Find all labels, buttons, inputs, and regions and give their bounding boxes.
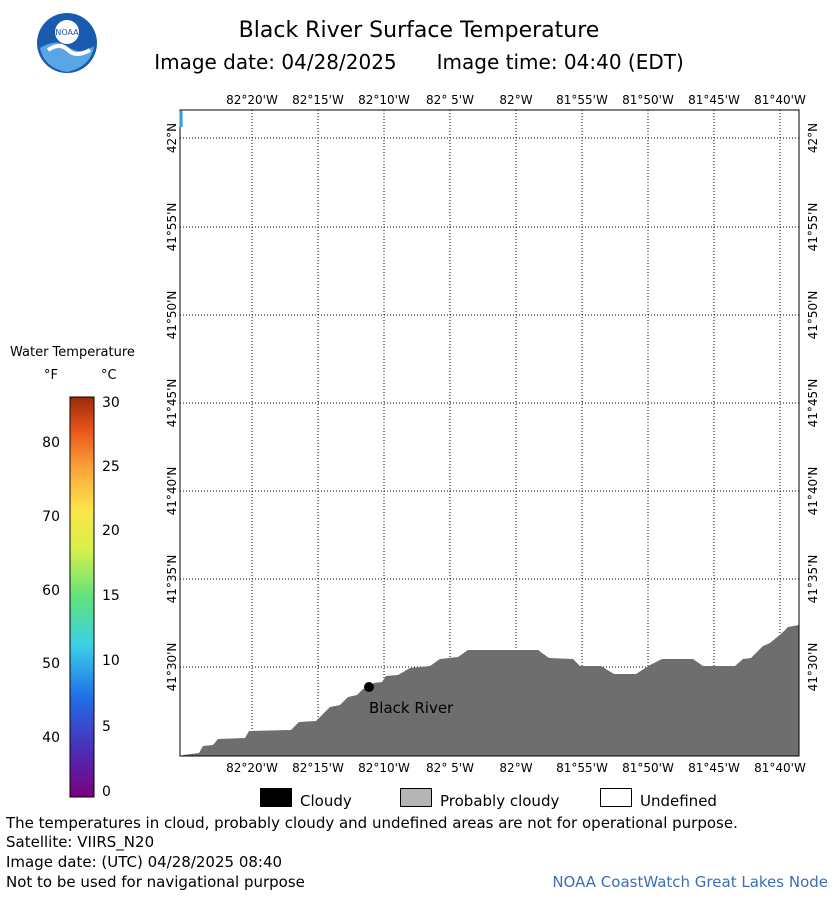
undefined-label: Undefined [640,792,717,810]
logo-text: NOAA [55,28,79,37]
lon-label-top: 82°15'W [292,93,344,107]
lat-label-right: 42°N [806,123,820,153]
nav-warning: Not to be used for navigational purpose [6,873,305,891]
noaa-logo: NOAA [37,13,97,73]
image-date: Image date: 04/28/2025 [154,50,397,74]
lon-label-top: 82° 5'W [426,93,474,107]
colorbar [69,396,95,798]
fahrenheit-tick: 50 [42,656,60,672]
celsius-tick: 0 [102,784,111,800]
disclaimer: The temperatures in cloud, probably clou… [6,814,738,832]
lat-label-right: 41°45'N [806,379,820,428]
satellite: Satellite: VIIRS_N20 [6,833,155,851]
lon-label-top: 81°55'W [556,93,608,107]
lat-label-right: 41°55'N [806,203,820,252]
lon-label-top: 82°10'W [358,93,410,107]
celsius-tick: 10 [102,653,120,669]
lat-label-left: 41°35'N [165,555,179,604]
image-time: Image time: 04:40 (EDT) [436,50,684,74]
map-title: Black River Surface Temperature [238,18,600,43]
lat-labels-right: 42°N 41°55'N 41°50'N 41°45'N 41°40'N 41°35'N 4… [806,123,820,692]
fahrenheit-tick: 60 [42,583,60,599]
lon-label-bottom: 81°55'W [556,761,608,775]
lon-label-bottom: 82°15'W [292,761,344,775]
fahrenheit-tick: 80 [42,435,60,451]
fahrenheit-tick: 40 [42,730,60,746]
lon-labels-bottom: 82°20'W 82°15'W 82°10'W 82° 5'W 82°W 81°55'W 8… [226,761,806,775]
lon-label-bottom: 81°40'W [754,761,806,775]
lon-label-bottom: 82°20'W [226,761,278,775]
lat-label-left: 41°55'N [165,203,179,252]
cloudy-swatch [260,788,292,807]
utc-date: Image date: (UTC) 04/28/2025 08:40 [6,853,283,871]
lon-labels-top: 82°20'W 82°15'W 82°10'W 82° 5'W 82°W 81°55'W 8… [226,93,806,107]
cloudy-label: Cloudy [300,792,352,810]
lon-label-bottom: 82°W [499,761,532,775]
water-area [180,110,799,756]
map-subtitle: Image date: 04/28/2025 Image time: 04:40 … [0,50,838,74]
lon-label-top: 82°20'W [226,93,278,107]
lat-label-left: 41°45'N [165,379,179,428]
lat-label-right: 41°35'N [806,555,820,604]
map-frame [179,109,800,757]
lat-label-right: 41°30'N [806,643,820,692]
lon-label-top: 82°W [499,93,532,107]
station-marker[interactable] [364,682,374,692]
unit-fahrenheit: °F [44,368,58,383]
undefined-swatch [600,788,632,807]
lon-label-top: 81°40'W [754,93,806,107]
celsius-tick: 15 [102,588,120,604]
station-label: Black River [369,699,454,717]
celsius-tick: 30 [102,395,120,411]
lat-label-right: 41°50'N [806,291,820,340]
lat-label-left: 42°N [165,123,179,153]
lon-label-top: 81°45'W [688,93,740,107]
land-mass [183,625,799,756]
fahrenheit-ticks: 80 70 60 50 40 [42,435,60,746]
lat-label-left: 41°40'N [165,467,179,516]
unit-celsius: °C [101,368,117,383]
celsius-ticks: 30 25 20 15 10 5 0 [102,395,120,800]
lat-label-right: 41°40'N [806,467,820,516]
credit-link[interactable]: NOAA CoastWatch Great Lakes Node [552,873,828,891]
lon-label-top: 81°50'W [622,93,674,107]
lat-label-left: 41°30'N [165,643,179,692]
fahrenheit-tick: 70 [42,509,60,525]
lon-label-bottom: 81°50'W [622,761,674,775]
lon-label-bottom: 82°10'W [358,761,410,775]
lat-label-left: 41°50'N [165,291,179,340]
celsius-tick: 25 [102,459,120,475]
lon-label-bottom: 82° 5'W [426,761,474,775]
legend-title: Water Temperature [10,345,135,360]
probably-cloudy-swatch [400,788,432,807]
lat-labels-left: 42°N 41°55'N 41°50'N 41°45'N 41°40'N 41°35'N 4… [165,123,179,692]
celsius-tick: 20 [102,523,120,539]
probably-cloudy-label: Probably cloudy [440,792,560,810]
lon-label-bottom: 81°45'W [688,761,740,775]
celsius-tick: 5 [102,719,111,735]
